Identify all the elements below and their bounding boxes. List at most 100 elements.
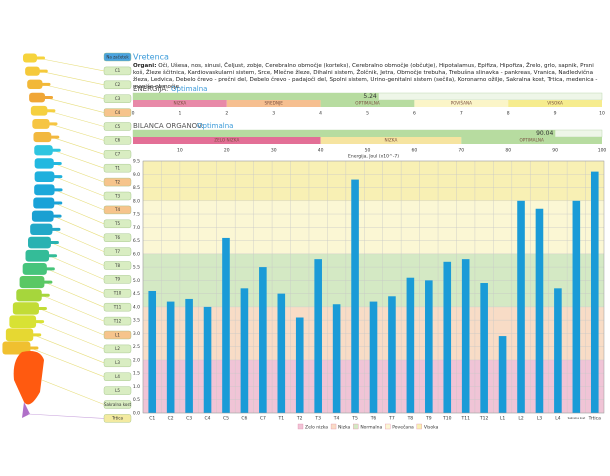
leader-line [38,308,105,336]
nav-button[interactable] [103,386,132,395]
vertebra-process [48,241,59,245]
y-tick-label: 2.0 [133,357,140,363]
nav-button[interactable] [103,191,132,201]
vertebra [16,289,42,302]
gauge-tick-label: 4 [319,111,322,117]
gauge-tick-label: 0 [132,111,135,117]
gauge-band [226,100,321,107]
leader-line [54,189,105,211]
nav-button[interactable] [103,136,132,145]
nav-label: T6 [114,235,120,240]
x-tick-label: C6 [241,416,247,422]
gauge-tick-label: 90 [552,148,558,154]
bar [425,280,433,413]
y-tick-label: 9.5 [133,159,140,165]
bar [461,259,470,413]
gauge-band-label: POVIŠANA [451,101,473,106]
nav-label: T4 [114,207,120,212]
nav-label: C2 [115,82,121,87]
nav-label: C6 [115,138,121,143]
vertebra-process [49,135,60,139]
vertebra-process [37,69,48,73]
vertebra [29,92,46,103]
vertebra-process [52,201,63,205]
leader-line [49,123,105,141]
vertebra [22,262,47,275]
x-tick-label: C1 [149,416,155,422]
gauge-band [133,137,321,144]
nav-label: T9 [114,277,120,282]
y-tick-label: 7.5 [133,212,140,218]
nav-button[interactable] [103,261,132,270]
nav-button[interactable] [103,303,132,312]
nav-button[interactable] [103,372,132,381]
legend-label: Normalna [360,424,382,430]
bar [535,208,544,413]
vertebra-process [28,346,39,350]
leader-line [33,334,105,364]
vertebra-process [52,188,63,192]
legend-swatch [297,423,304,430]
leader-line [30,347,105,377]
vertebra-process [51,214,62,218]
vertebra-process [40,82,51,86]
nav-button[interactable] [103,150,132,159]
bar [498,336,507,413]
gauge-band-label: NIZKA [174,101,187,106]
nav-button[interactable] [103,247,132,256]
nav-label: C4 [115,110,121,115]
vertebra-process [50,227,61,231]
nav-button[interactable] [103,358,132,367]
y-tick-label: 9.0 [133,172,140,178]
nav-label: T8 [114,263,120,268]
x-tick-label: C5 [223,416,229,422]
nav-button[interactable] [103,316,132,326]
y-tick-label: 1.5 [133,371,140,377]
vertebra-process [51,161,62,165]
legend-label: Povečana [392,423,414,430]
leader-line [44,281,105,308]
sacrum [13,351,44,405]
y-tick-label: 3.5 [133,318,140,324]
y-tick-label: 5.5 [133,265,140,271]
leader-line [53,215,105,238]
nav-button[interactable] [103,66,132,76]
x-tick-label: T4 [333,416,340,422]
nav-button[interactable] [103,205,132,215]
nav-button[interactable] [103,52,132,62]
nav-label: C7 [115,152,121,157]
vertebra [31,210,54,222]
nav-label: Sakralna kost [104,402,131,407]
leader-line [51,136,105,155]
nav-button[interactable] [103,94,132,103]
nav-button[interactable] [103,163,132,173]
nav-button[interactable] [103,108,132,117]
vertebra-process [35,56,45,60]
nav-button[interactable] [103,219,132,229]
nav-button[interactable] [103,414,132,423]
vertebra [34,158,54,169]
nav-button[interactable] [103,177,132,187]
nav-label: Trtica [111,416,123,421]
nav-button[interactable] [103,400,132,409]
bar [517,200,525,413]
gauge-band-label: VISOKA [547,101,563,106]
y-tick-label: 5.0 [133,278,140,284]
nav-button[interactable] [103,122,132,131]
nav-button[interactable] [103,80,132,90]
nav-button[interactable] [103,344,132,354]
legend-label: Nizka [338,424,351,430]
vertebra [19,276,45,289]
vertebra [9,315,37,328]
vertebra [30,223,53,236]
bar [185,298,193,413]
nav-button[interactable] [103,330,132,340]
x-tick-label: C3 [186,416,192,422]
nav-button[interactable] [103,275,132,284]
nav-label: T5 [114,221,120,226]
nav-button[interactable] [103,233,132,242]
gauge-tick-label: 10 [177,148,183,154]
nav-button[interactable] [103,289,132,298]
vertebra [28,236,51,249]
